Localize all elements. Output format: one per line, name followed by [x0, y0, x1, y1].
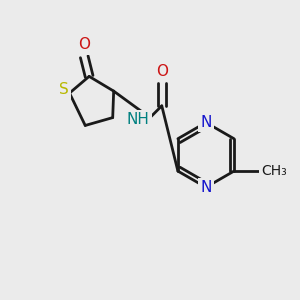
Text: O: O — [156, 64, 168, 79]
Text: S: S — [59, 82, 68, 97]
Text: N: N — [200, 180, 211, 195]
Text: NH: NH — [127, 112, 150, 127]
Text: O: O — [78, 38, 90, 52]
Text: N: N — [200, 115, 211, 130]
Text: CH₃: CH₃ — [261, 164, 287, 178]
